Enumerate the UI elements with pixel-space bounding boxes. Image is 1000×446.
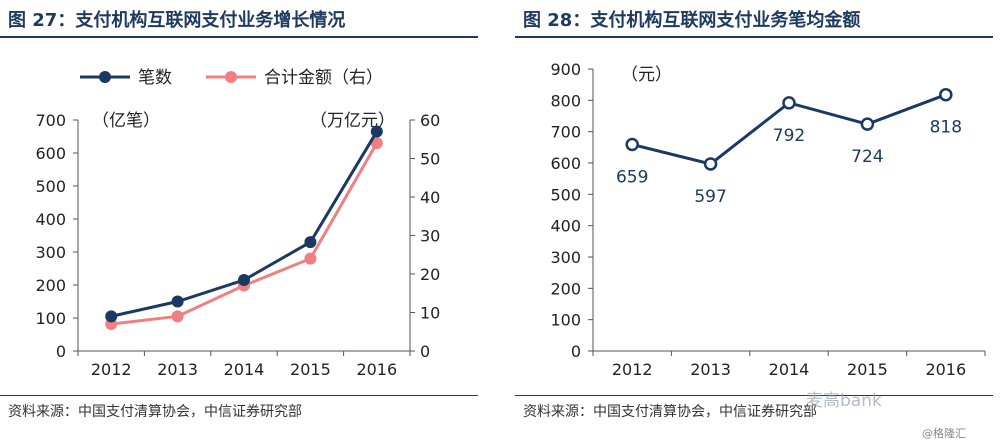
series-point-0 — [370, 125, 383, 138]
left-source-rule — [0, 395, 478, 396]
right-y-tick-label: 10 — [420, 304, 440, 323]
x-tick-label: 2013 — [690, 360, 731, 379]
x-tick-label: 2014 — [769, 360, 810, 379]
data-label: 818 — [930, 118, 962, 138]
right-y-axis-unit: （万亿元） — [310, 111, 395, 131]
x-tick-label: 2016 — [925, 360, 966, 379]
left-y-tick-label: 600 — [35, 144, 66, 163]
watermark-corner: @格隆汇 — [922, 427, 966, 440]
left-chart-panel: 图 27：支付机构互联网支付业务增长情况 0 100 200 300 400 500 600… — [0, 0, 490, 446]
series-point-1 — [304, 252, 317, 265]
right-y-tick-label: 0 — [420, 342, 430, 361]
x-tick-label: 2016 — [356, 360, 397, 379]
y-tick-label: 0 — [571, 342, 581, 361]
series-point-0 — [238, 274, 250, 287]
series-point — [625, 137, 639, 152]
right-chart-title: 图 28：支付机构互联网支付业务笔均金额 — [523, 10, 861, 31]
right-y-tick-label: 20 — [420, 265, 440, 284]
series-point-1 — [370, 137, 383, 150]
data-label: 724 — [851, 147, 883, 167]
legend-label-0: 笔数 — [138, 68, 172, 88]
left-y-tick-label: 0 — [56, 342, 66, 361]
x-tick-label: 2015 — [290, 360, 331, 379]
left-y-tick-label: 200 — [35, 276, 66, 295]
legend-swatch-point-1 — [225, 71, 237, 83]
x-tick-label: 2013 — [157, 360, 198, 379]
right-y-tick-label: 40 — [420, 188, 440, 207]
y-tick-label: 500 — [550, 185, 581, 204]
right-y-tick-label: 60 — [420, 111, 440, 130]
x-tick-label: 2012 — [612, 360, 653, 379]
series-point — [939, 87, 953, 102]
series-point-0 — [304, 236, 317, 249]
y-tick-label: 800 — [550, 91, 581, 110]
data-label: 792 — [773, 126, 805, 146]
y-tick-label: 100 — [550, 311, 581, 330]
series-point-0 — [171, 295, 184, 308]
series-point — [782, 96, 796, 110]
watermark-text: 麦高bank — [806, 391, 882, 411]
series-point-1 — [171, 310, 184, 323]
series-point-0 — [105, 310, 118, 323]
x-tick-label: 2014 — [224, 360, 265, 379]
right-title-rule — [515, 36, 993, 38]
series-point — [703, 157, 718, 171]
left-y-tick-label: 500 — [35, 177, 66, 196]
right-y-tick-label: 50 — [420, 150, 440, 169]
y-tick-label: 300 — [550, 248, 581, 267]
legend-swatch-point-0 — [99, 71, 111, 83]
left-chart-source: 资料来源：中国支付清算协会，中信证券研究部 — [8, 404, 302, 420]
right-y-tick-label: 30 — [420, 227, 440, 246]
left-y-axis-unit: （亿笔） — [92, 111, 160, 131]
right-chart-panel: 图 28：支付机构互联网支付业务笔均金额 0 100 200 300 400 500 600… — [515, 0, 1000, 446]
y-tick-label: 900 — [550, 60, 581, 79]
y-axis-unit: （元） — [621, 65, 672, 85]
left-chart-svg: 0 100 200 300 400 500 600 700 0 10 20 30 40 50 60 2012 2… — [35, 68, 440, 379]
x-tick-label: 2015 — [847, 360, 888, 379]
right-source-rule — [515, 395, 993, 396]
right-chart-source: 资料来源：中国支付清算协会，中信证券研究部 — [523, 404, 817, 420]
series-point — [860, 117, 875, 131]
x-tick-label: 2012 — [91, 360, 132, 379]
data-label: 659 — [616, 168, 648, 188]
left-chart-title: 图 27：支付机构互联网支付业务增长情况 — [8, 10, 346, 31]
left-title-rule — [0, 36, 478, 38]
legend-label-1: 合计金额（右） — [264, 68, 383, 88]
left-y-tick-label: 300 — [35, 243, 66, 262]
y-tick-label: 600 — [550, 154, 581, 173]
right-chart-svg: 0 100 200 300 400 500 600 700 800 900 2012 2013 2014… — [550, 60, 986, 379]
y-tick-label: 700 — [550, 123, 581, 142]
left-y-tick-label: 100 — [35, 309, 66, 328]
data-label: 597 — [694, 187, 726, 207]
y-tick-label: 400 — [550, 217, 581, 236]
left-y-tick-label: 700 — [35, 111, 66, 130]
series-line-1 — [111, 142, 379, 326]
left-y-tick-label: 400 — [35, 210, 66, 229]
y-tick-label: 200 — [550, 279, 581, 298]
